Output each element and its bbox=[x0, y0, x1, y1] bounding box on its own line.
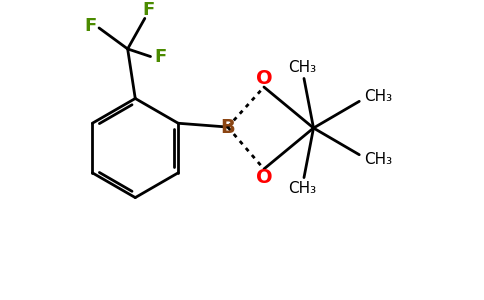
Text: CH₃: CH₃ bbox=[364, 89, 393, 104]
Text: F: F bbox=[84, 17, 97, 35]
Text: O: O bbox=[256, 69, 272, 88]
Text: CH₃: CH₃ bbox=[288, 181, 316, 196]
Text: CH₃: CH₃ bbox=[364, 152, 393, 167]
Text: B: B bbox=[220, 118, 235, 136]
Text: O: O bbox=[256, 168, 272, 187]
Text: F: F bbox=[142, 1, 155, 19]
Text: CH₃: CH₃ bbox=[288, 61, 316, 76]
Text: F: F bbox=[154, 47, 166, 65]
